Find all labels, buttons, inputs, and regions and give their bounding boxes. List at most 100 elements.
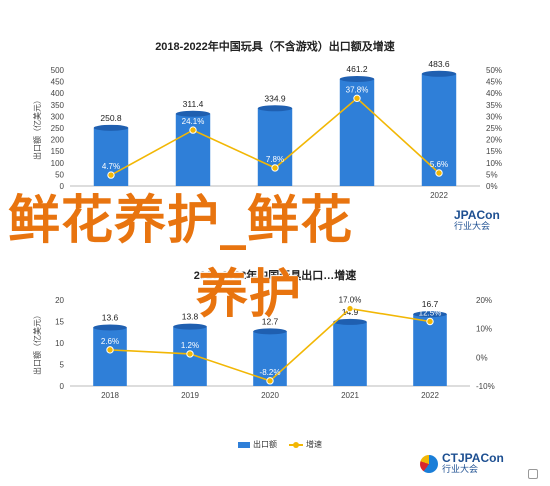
bar-value-label: 12.7 <box>262 316 279 326</box>
growth-point <box>106 346 114 354</box>
growth-label: 4.7% <box>102 162 120 171</box>
growth-point <box>271 164 279 172</box>
x-tick-label: 2020 <box>261 391 279 400</box>
growth-point <box>107 171 115 179</box>
x-tick-label: 2022 <box>430 191 448 200</box>
y-tick-label: 300 <box>51 112 65 121</box>
legend-line-label: 增速 <box>306 440 322 449</box>
growth-label: 12.5% <box>419 309 442 318</box>
growth-point <box>353 94 361 103</box>
bar-cap <box>175 110 211 117</box>
logo-mark-icon <box>420 455 438 473</box>
x-tick-label: 2019 <box>181 391 199 400</box>
y2-tick-label: 5% <box>486 170 498 179</box>
bar-value-label: 13.6 <box>102 313 119 323</box>
y2-tick-label: 20% <box>486 136 502 145</box>
growth-point <box>186 350 194 358</box>
bar <box>333 321 367 386</box>
y2-tick-label: 10% <box>486 159 502 168</box>
growth-label: 5.6% <box>430 160 448 169</box>
growth-label: 17.0% <box>339 296 362 305</box>
bar <box>257 108 293 186</box>
y2-tick-label: 50% <box>486 66 502 75</box>
y2-tick-label: 45% <box>486 78 502 87</box>
logo-name-bottom: CTJPACon <box>442 451 504 465</box>
growth-point <box>189 126 197 134</box>
growth-label: 2.6% <box>101 337 119 346</box>
bar-value-label: 334.9 <box>264 93 286 103</box>
x-tick-label: 2021 <box>341 391 359 400</box>
bar-cap <box>333 318 367 325</box>
bar-cap <box>421 70 457 77</box>
bar-cap <box>253 328 287 335</box>
logo-top: JPACon 行业大会 <box>454 208 500 232</box>
y2-tick-label: 15% <box>486 147 502 156</box>
y2-tick-label: 40% <box>486 89 502 98</box>
x-tick-label: 2018 <box>101 391 119 400</box>
legend-bar-swatch <box>238 441 250 448</box>
bar-value-label: 461.2 <box>346 64 368 74</box>
y-tick-label: 250 <box>51 124 65 133</box>
growth-label: -8.2% <box>260 368 281 377</box>
chart-title-bottom: 2018-2022年中国玩具出口…增速 <box>193 270 357 282</box>
bar-value-label: 16.7 <box>422 299 439 309</box>
logo-bottom: CTJPACon 行业大会 <box>420 451 504 475</box>
watermark-line-1: 鲜花养护_鲜花 <box>8 191 354 251</box>
growth-point <box>346 304 354 313</box>
bar-cap <box>339 76 375 83</box>
legend-bottom: 出口额 增速 <box>238 439 322 450</box>
watermark-line-2: 养护 <box>196 265 303 325</box>
bar-value-label: 311.4 <box>183 99 204 109</box>
chart-svg-top: 0 50 100 150 200 250 300 350 400 450 500 0% 5% 10% 15%… <box>32 59 502 200</box>
logo-name-top: JPACon <box>454 208 500 222</box>
growth-label: 37.8% <box>346 85 369 94</box>
y-tick-label: 100 <box>51 159 65 168</box>
bar <box>413 314 447 386</box>
bar-cap <box>173 323 207 330</box>
bar-cap <box>257 105 293 112</box>
bar-cap <box>93 124 129 131</box>
y-tick-label: 400 <box>51 89 65 98</box>
y-tick-label: 200 <box>51 136 65 145</box>
legend-line-swatch <box>289 441 303 448</box>
y-tick-label: 15 <box>55 318 64 327</box>
bar-value-label: 13.8 <box>182 312 199 322</box>
growth-label: 7.8% <box>266 155 284 164</box>
bar <box>175 113 211 186</box>
bar-value-label: 250.8 <box>100 113 122 123</box>
x-tick-label: 2022 <box>421 391 439 400</box>
y-tick-label: 20 <box>55 296 64 305</box>
growth-point <box>266 377 274 385</box>
y2-tick-label: 35% <box>486 101 502 110</box>
chart-title-top: 2018-2022年中国玩具（不含游戏）出口额及增速 <box>155 41 395 53</box>
bar <box>421 73 457 186</box>
chart-panel-top: 2018-2022年中国玩具（不含游戏）出口额及增速 0 50 100 150 200 2… <box>32 41 503 232</box>
y2-tick-label: 0% <box>476 353 488 362</box>
y-axis-label: 出口额（亿美元） <box>32 96 42 160</box>
growth-label: 1.2% <box>181 341 199 350</box>
legend-bar-label: 出口额 <box>253 440 277 449</box>
y-tick-label: 0 <box>60 182 65 191</box>
bar-cap <box>93 324 127 331</box>
y-tick-label: 450 <box>51 78 65 87</box>
share-icon[interactable] <box>528 469 538 479</box>
y-tick-label: 150 <box>51 147 65 156</box>
chart-svg-bottom: 0 5 10 15 20 -10% 0% 10% 20% 出口额（亿美元） 13.6 13.8 12.7… <box>32 296 495 400</box>
growth-point <box>426 317 434 326</box>
logo-sub-top: 行业大会 <box>454 221 491 231</box>
growth-label: 24.1% <box>182 117 205 126</box>
y-tick-label: 0 <box>60 382 65 391</box>
y-tick-label: 500 <box>51 66 65 75</box>
y-tick-label: 350 <box>51 101 65 110</box>
y2-tick-label: 0% <box>486 182 498 191</box>
y-tick-label: 50 <box>55 170 64 179</box>
growth-point <box>435 169 443 177</box>
y-tick-label: 10 <box>55 339 64 348</box>
bar-value-label: 483.6 <box>428 59 450 69</box>
logo-sub-bottom: 行业大会 <box>442 464 479 474</box>
y2-tick-label: 25% <box>486 124 502 133</box>
bar <box>93 327 127 386</box>
y2-tick-label: -10% <box>476 382 495 391</box>
chart-panel-bottom: 2018-2022年中国玩具出口…增速 0 5 10 15 20 -10% 0% 10% 20%… <box>0 243 550 486</box>
y2-tick-label: 30% <box>486 112 502 121</box>
